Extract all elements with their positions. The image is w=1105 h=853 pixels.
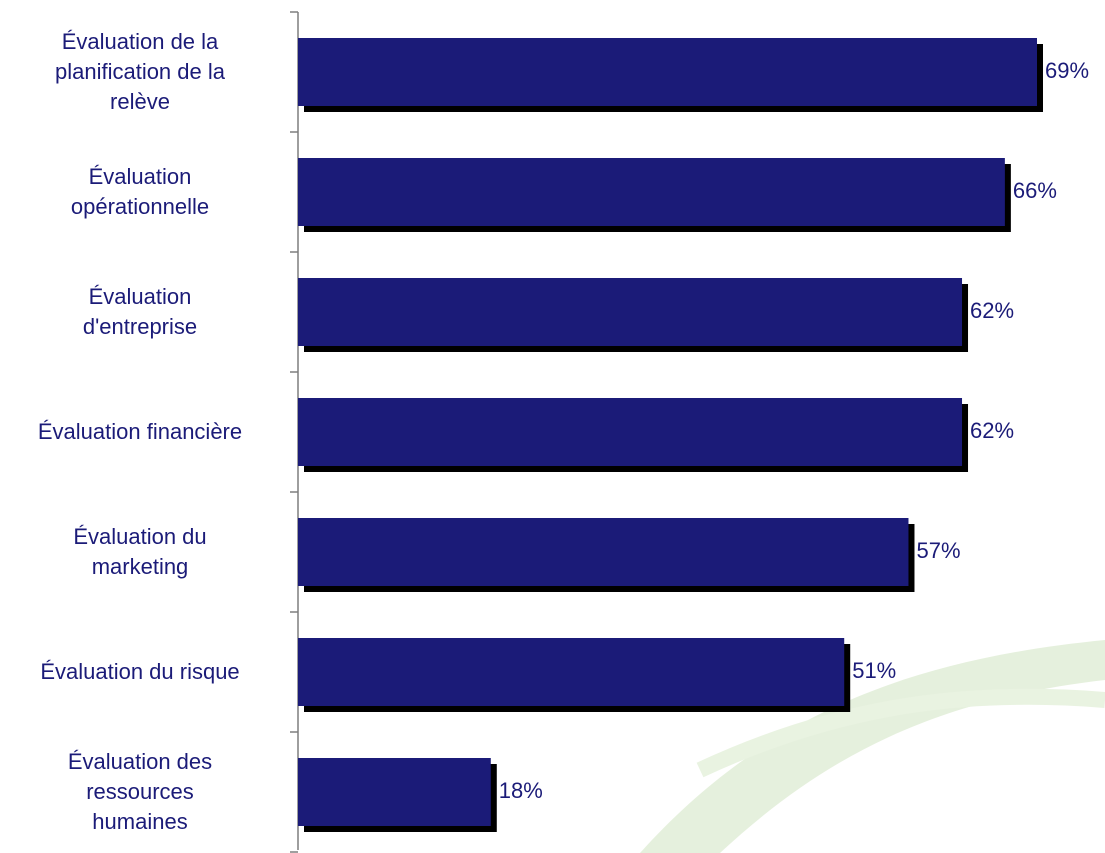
background-swoosh [640,640,1105,853]
value-label: 66% [1013,178,1057,203]
bar [298,38,1037,106]
bar [298,758,491,826]
value-label: 57% [916,538,960,563]
y-tick-label: Évaluation d'entreprise [82,284,198,339]
y-tick-label: Évaluation financière [37,419,243,444]
y-tick-label: Évaluation du marketing [73,524,207,579]
value-label: 62% [970,298,1014,323]
y-tick-label: Évaluation des ressources humaines [67,749,213,834]
bar [298,278,963,346]
bar [298,158,1005,226]
bar [298,398,963,466]
value-label: 62% [970,418,1014,443]
value-label: 69% [1045,58,1089,83]
y-tick-label: Évaluation du risque [40,659,240,684]
value-label: 51% [852,658,896,683]
bar [298,638,845,706]
y-tick-label: Évaluation opérationnelle [70,164,210,219]
y-tick-label: Évaluation de la planification de la rel… [54,29,225,114]
bar [298,518,909,586]
value-label: 18% [499,778,543,803]
